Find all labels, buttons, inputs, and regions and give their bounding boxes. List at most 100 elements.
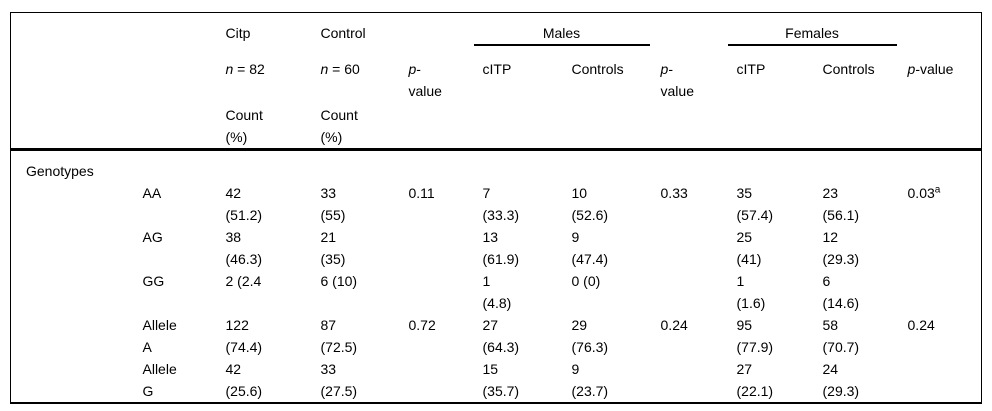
p-value-header: p-value xyxy=(908,49,982,103)
p-symbol: p xyxy=(408,60,417,77)
males-citp-cell: 7 (33.3) xyxy=(482,184,520,223)
females-citp-header: cITP xyxy=(736,60,766,77)
p-value-cell xyxy=(409,226,474,270)
control-n-header: n = 60 xyxy=(321,49,409,103)
table-row-gg: GG 2 (2.4 6 (10) 1 (4.8) 0 (0) 1 (1.6) 6… xyxy=(11,270,982,314)
males-controls-cell: 9 (47.4) xyxy=(571,228,609,267)
females-controls-cell: 58 (70.7) xyxy=(822,316,860,355)
p-value-cell xyxy=(409,270,474,314)
table-row-allele-g: Allele G 42 (25.6) 33 (27.5) 15 (35.7) 9… xyxy=(11,358,982,403)
p-word: value xyxy=(408,82,442,99)
females-controls-header: Controls xyxy=(822,60,875,77)
empty-cell xyxy=(908,13,982,49)
citp-cell: 122 (74.4) xyxy=(225,316,263,355)
p-value-cell: 0.24 xyxy=(908,314,982,358)
p-dash: - xyxy=(416,60,421,77)
p-value-header: p- value xyxy=(409,49,474,103)
p-word: value xyxy=(660,82,694,99)
males-controls-cell: 29 (76.3) xyxy=(571,316,609,355)
p-value-cell: 0.11 xyxy=(408,184,435,201)
p-word: -value xyxy=(915,60,954,77)
citp-count-header: Count (%) xyxy=(225,102,321,151)
citp-n-header: n = 82 xyxy=(226,49,321,103)
control-cell: 33 (55) xyxy=(320,184,346,223)
p-value-cell xyxy=(661,358,728,403)
empty-cell xyxy=(143,13,226,49)
males-controls-header: Controls xyxy=(571,60,624,77)
footnote-marker: a xyxy=(934,183,941,195)
females-citp-cell: 1 (1.6) xyxy=(736,272,766,311)
females-group-header: Females xyxy=(727,22,897,46)
row-label: AA xyxy=(142,184,162,201)
males-controls-cell: 10 (52.6) xyxy=(571,184,609,223)
table-row-allele-a: Allele A 122 (74.4) 87 (72.5) 0.72 27 (6… xyxy=(11,314,982,358)
genotype-frequency-table: Citp Control Males Females n = 82 n = 60… xyxy=(10,12,983,404)
p-value-cell xyxy=(661,226,728,270)
empty-cell xyxy=(409,13,474,49)
males-citp-cell: 1 (4.8) xyxy=(482,272,512,311)
col-header-citp: Citp xyxy=(225,25,251,41)
females-citp-cell: 27 (22.1) xyxy=(736,360,774,399)
females-controls-cell: 6 (14.6) xyxy=(822,272,860,311)
empty-cell xyxy=(11,13,143,49)
citp-cell: 38 (46.3) xyxy=(225,228,263,267)
empty-cell xyxy=(408,102,982,151)
empty-cell xyxy=(11,49,143,103)
n-symbol: n xyxy=(225,60,234,77)
empty-cell xyxy=(11,314,143,358)
row-label: AG xyxy=(142,228,163,245)
p-value-cell: 0.33 xyxy=(660,184,688,201)
header-row-count: Count (%) Count (%) xyxy=(10,102,982,151)
n-count: = 60 xyxy=(328,60,360,77)
males-citp-cell: 27 (64.3) xyxy=(482,316,520,355)
section-label: Genotypes xyxy=(26,162,94,179)
citp-cell: 42 (51.2) xyxy=(225,184,263,223)
males-controls-cell: 9 (23.7) xyxy=(571,360,609,399)
females-label: Females xyxy=(785,25,839,41)
table-row-aa: AA 42 (51.2) 33 (55) 0.11 7 (33.3) 10 (5… xyxy=(11,182,982,226)
males-group-cell: Males xyxy=(473,13,661,49)
p-dash: - xyxy=(668,60,673,77)
empty-cell xyxy=(142,102,226,151)
p-value-cell xyxy=(908,358,982,403)
control-cell: 87 (72.5) xyxy=(320,316,358,355)
empty-cell xyxy=(11,226,143,270)
males-citp-header: cITP xyxy=(482,60,512,77)
control-cell: 21 (35) xyxy=(320,228,346,267)
citp-cell: 42 (25.6) xyxy=(225,360,263,399)
p-value-cell xyxy=(908,270,982,314)
males-controls-cell: 0 (0) xyxy=(571,272,601,289)
males-group-header: Males xyxy=(473,22,650,46)
empty-cell xyxy=(11,358,143,403)
p-value-cell: 0.24 xyxy=(660,316,688,333)
females-controls-cell: 12 (29.3) xyxy=(822,228,860,267)
control-cell: 33 (27.5) xyxy=(320,360,358,399)
p-value-cell xyxy=(908,226,982,270)
col-header-control: Control xyxy=(320,25,366,41)
row-label: Allele A xyxy=(142,316,177,355)
empty-cell xyxy=(11,270,143,314)
empty-cell xyxy=(143,149,982,182)
p-symbol: p xyxy=(660,60,669,77)
p-value-text: 0.24 xyxy=(907,316,935,333)
section-row: Genotypes xyxy=(11,149,982,182)
row-label: GG xyxy=(142,272,165,289)
n-symbol: n xyxy=(320,60,329,77)
p-value-cell: 0.72 xyxy=(408,316,436,333)
p-value-cell: 0.03a xyxy=(908,182,982,226)
header-row-groups: Citp Control Males Females xyxy=(11,13,982,49)
females-controls-cell: 23 (56.1) xyxy=(822,184,860,223)
females-citp-cell: 95 (77.9) xyxy=(736,316,774,355)
p-value-cell xyxy=(661,270,728,314)
females-citp-cell: 35 (57.4) xyxy=(736,184,774,223)
females-controls-cell: 24 (29.3) xyxy=(822,360,860,399)
control-cell: 6 (10) xyxy=(320,272,358,289)
empty-cell xyxy=(10,102,143,151)
table-row-ag: AG 38 (46.3) 21 (35) 13 (61.9) 9 (47.4) … xyxy=(11,226,982,270)
p-value-cell xyxy=(409,358,474,403)
empty-cell xyxy=(143,49,226,103)
n-count: = 82 xyxy=(233,60,265,77)
females-citp-cell: 25 (41) xyxy=(736,228,762,267)
males-citp-cell: 13 (61.9) xyxy=(482,228,520,267)
